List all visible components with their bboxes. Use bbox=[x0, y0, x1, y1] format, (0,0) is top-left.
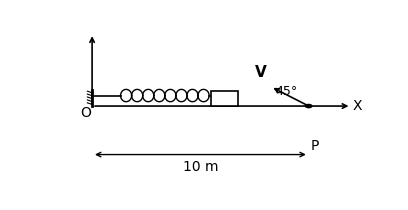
Bar bbox=[211, 91, 237, 106]
Text: P: P bbox=[310, 139, 319, 153]
Text: 10 m: 10 m bbox=[183, 160, 218, 175]
Text: X: X bbox=[353, 99, 362, 113]
Text: 45°: 45° bbox=[275, 85, 298, 98]
Circle shape bbox=[306, 104, 312, 108]
Text: O: O bbox=[80, 105, 91, 119]
Text: V: V bbox=[255, 65, 267, 80]
